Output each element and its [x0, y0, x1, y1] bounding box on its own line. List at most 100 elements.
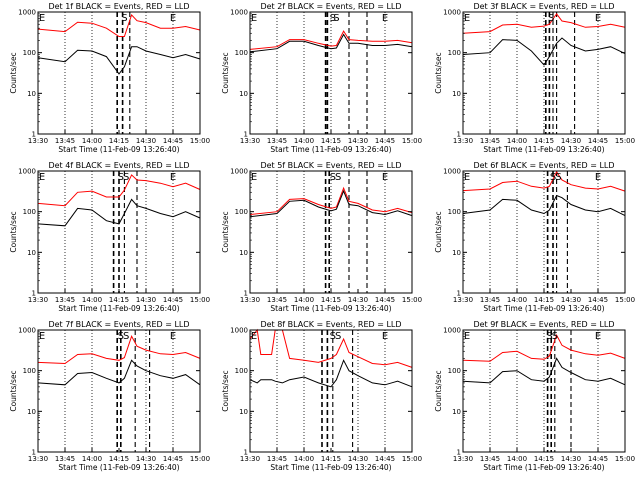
x-tick-label: 14:00: [507, 137, 527, 145]
y-tick-label: 1: [32, 290, 36, 298]
y-tick-label: 1: [457, 449, 461, 457]
time-marker-s: S: [330, 172, 336, 183]
series-line-lld: [462, 13, 626, 34]
x-tick-label: 13:30: [453, 455, 473, 463]
x-tick-label: 14:00: [294, 455, 314, 463]
plot-frame: [249, 329, 413, 453]
time-marker-e: E: [251, 172, 257, 183]
y-tick-label: 100: [23, 367, 36, 375]
x-axis-label: Start Time (11-Feb-09 13:26:40): [483, 304, 604, 313]
chart-panel-7: Det 7f BLACK = Events, RED = LLD 1 10 100 10…: [9, 320, 210, 472]
chart-panel-6: Det 6f BLACK = Events, RED = LLD 1 10 100 10…: [434, 161, 635, 313]
chart-panel-2: Det 2f BLACK = Events, RED = LLD 1 10 100 10…: [221, 2, 422, 154]
series-line-lld: [37, 335, 201, 365]
y-tick-label: 10: [239, 90, 248, 98]
x-tick-label: 15:00: [402, 455, 422, 463]
y-tick-label: 100: [235, 367, 248, 375]
y-tick-label: 10: [27, 90, 36, 98]
x-axis-label: Start Time (11-Feb-09 13:26:40): [58, 304, 179, 313]
y-axis-label: Counts/sec: [221, 370, 230, 411]
y-tick-label: 1: [244, 290, 248, 298]
y-tick-label: 10: [27, 408, 36, 416]
series-line-events: [249, 33, 413, 53]
time-marker-e: E: [464, 172, 470, 183]
series-line-lld: [462, 333, 626, 362]
x-tick-label: 14:00: [507, 296, 527, 304]
y-tick-label: 1: [244, 449, 248, 457]
series-line-lld: [249, 30, 413, 50]
time-marker-e: E: [595, 331, 601, 342]
time-marker-e: E: [39, 172, 45, 183]
x-tick-label: 13:30: [28, 296, 48, 304]
x-tick-label: 14:30: [561, 296, 581, 304]
x-tick-label: 14:30: [348, 455, 368, 463]
series-line-events: [249, 359, 413, 388]
x-tick-label: 13:30: [240, 137, 260, 145]
chart-panel-3: Det 3f BLACK = Events, RED = LLD 1 10 100 10…: [434, 2, 635, 154]
y-axis-label: Counts/sec: [434, 370, 443, 411]
y-tick-label: 100: [448, 367, 461, 375]
x-tick-label: 15:00: [402, 137, 422, 145]
x-tick-label: 13:30: [28, 455, 48, 463]
plot-frame: [37, 329, 201, 453]
chart-panel-8: Det 8f BLACK = Events, RED = LLD 1 10 100 10…: [221, 320, 422, 472]
x-tick-label: 14:15: [534, 137, 554, 145]
series-line-lld: [37, 174, 201, 207]
x-tick-label: 14:00: [82, 137, 102, 145]
time-marker-e: E: [39, 13, 45, 24]
y-tick-label: 100: [448, 49, 461, 57]
x-tick-label: 14:45: [163, 296, 183, 304]
time-marker-s: S: [335, 172, 341, 183]
y-tick-label: 1: [457, 290, 461, 298]
time-marker-e: E: [382, 331, 388, 342]
x-axis-label: Start Time (11-Feb-09 13:26:40): [58, 463, 179, 472]
chart-title: Det 8f BLACK = Events, RED = LLD: [260, 320, 401, 329]
x-axis-label: Start Time (11-Feb-09 13:26:40): [483, 463, 604, 472]
x-axis-label: Start Time (11-Feb-09 13:26:40): [270, 463, 391, 472]
x-tick-label: 14:15: [321, 137, 341, 145]
chart-title: Det 7f BLACK = Events, RED = LLD: [48, 320, 189, 329]
y-tick-label: 1000: [443, 9, 461, 17]
time-marker-s: S: [123, 172, 129, 183]
x-tick-label: 15:00: [615, 296, 635, 304]
time-marker-e: E: [595, 172, 601, 183]
time-marker-s: S: [546, 331, 552, 342]
x-tick-label: 14:45: [588, 455, 608, 463]
y-tick-label: 10: [452, 408, 461, 416]
y-tick-label: 1000: [443, 327, 461, 335]
y-tick-label: 10: [239, 249, 248, 257]
x-tick-label: 13:30: [240, 455, 260, 463]
x-tick-label: 14:00: [82, 455, 102, 463]
x-tick-label: 14:45: [375, 455, 395, 463]
x-axis-label: Start Time (11-Feb-09 13:26:40): [270, 145, 391, 154]
x-tick-label: 15:00: [402, 296, 422, 304]
x-tick-label: 14:15: [109, 455, 129, 463]
x-tick-label: 14:15: [321, 296, 341, 304]
series-line-lld: [37, 13, 201, 37]
chart-panel-1: Det 1f BLACK = Events, RED = LLD 1 10 100 10…: [9, 2, 210, 154]
x-tick-label: 14:30: [136, 137, 156, 145]
y-tick-label: 1000: [230, 9, 248, 17]
series-line-lld: [249, 328, 413, 368]
x-tick-label: 13:45: [267, 137, 287, 145]
time-marker-e: E: [251, 13, 257, 24]
y-axis-label: Counts/sec: [9, 370, 18, 411]
x-tick-label: 13:45: [267, 455, 287, 463]
y-tick-label: 100: [23, 208, 36, 216]
plot-frame: [37, 11, 201, 135]
time-marker-e: E: [39, 331, 45, 342]
x-tick-label: 14:30: [348, 296, 368, 304]
x-tick-label: 14:00: [294, 296, 314, 304]
y-tick-label: 1: [244, 131, 248, 139]
series-line-lld: [249, 186, 413, 215]
x-tick-label: 15:00: [615, 137, 635, 145]
y-tick-label: 1000: [443, 168, 461, 176]
x-tick-label: 14:15: [109, 296, 129, 304]
x-tick-label: 14:15: [534, 296, 554, 304]
x-tick-label: 14:30: [561, 455, 581, 463]
x-axis-label: Start Time (11-Feb-09 13:26:40): [270, 304, 391, 313]
series-line-events: [37, 198, 201, 227]
y-tick-label: 100: [448, 208, 461, 216]
x-tick-label: 13:45: [55, 296, 75, 304]
